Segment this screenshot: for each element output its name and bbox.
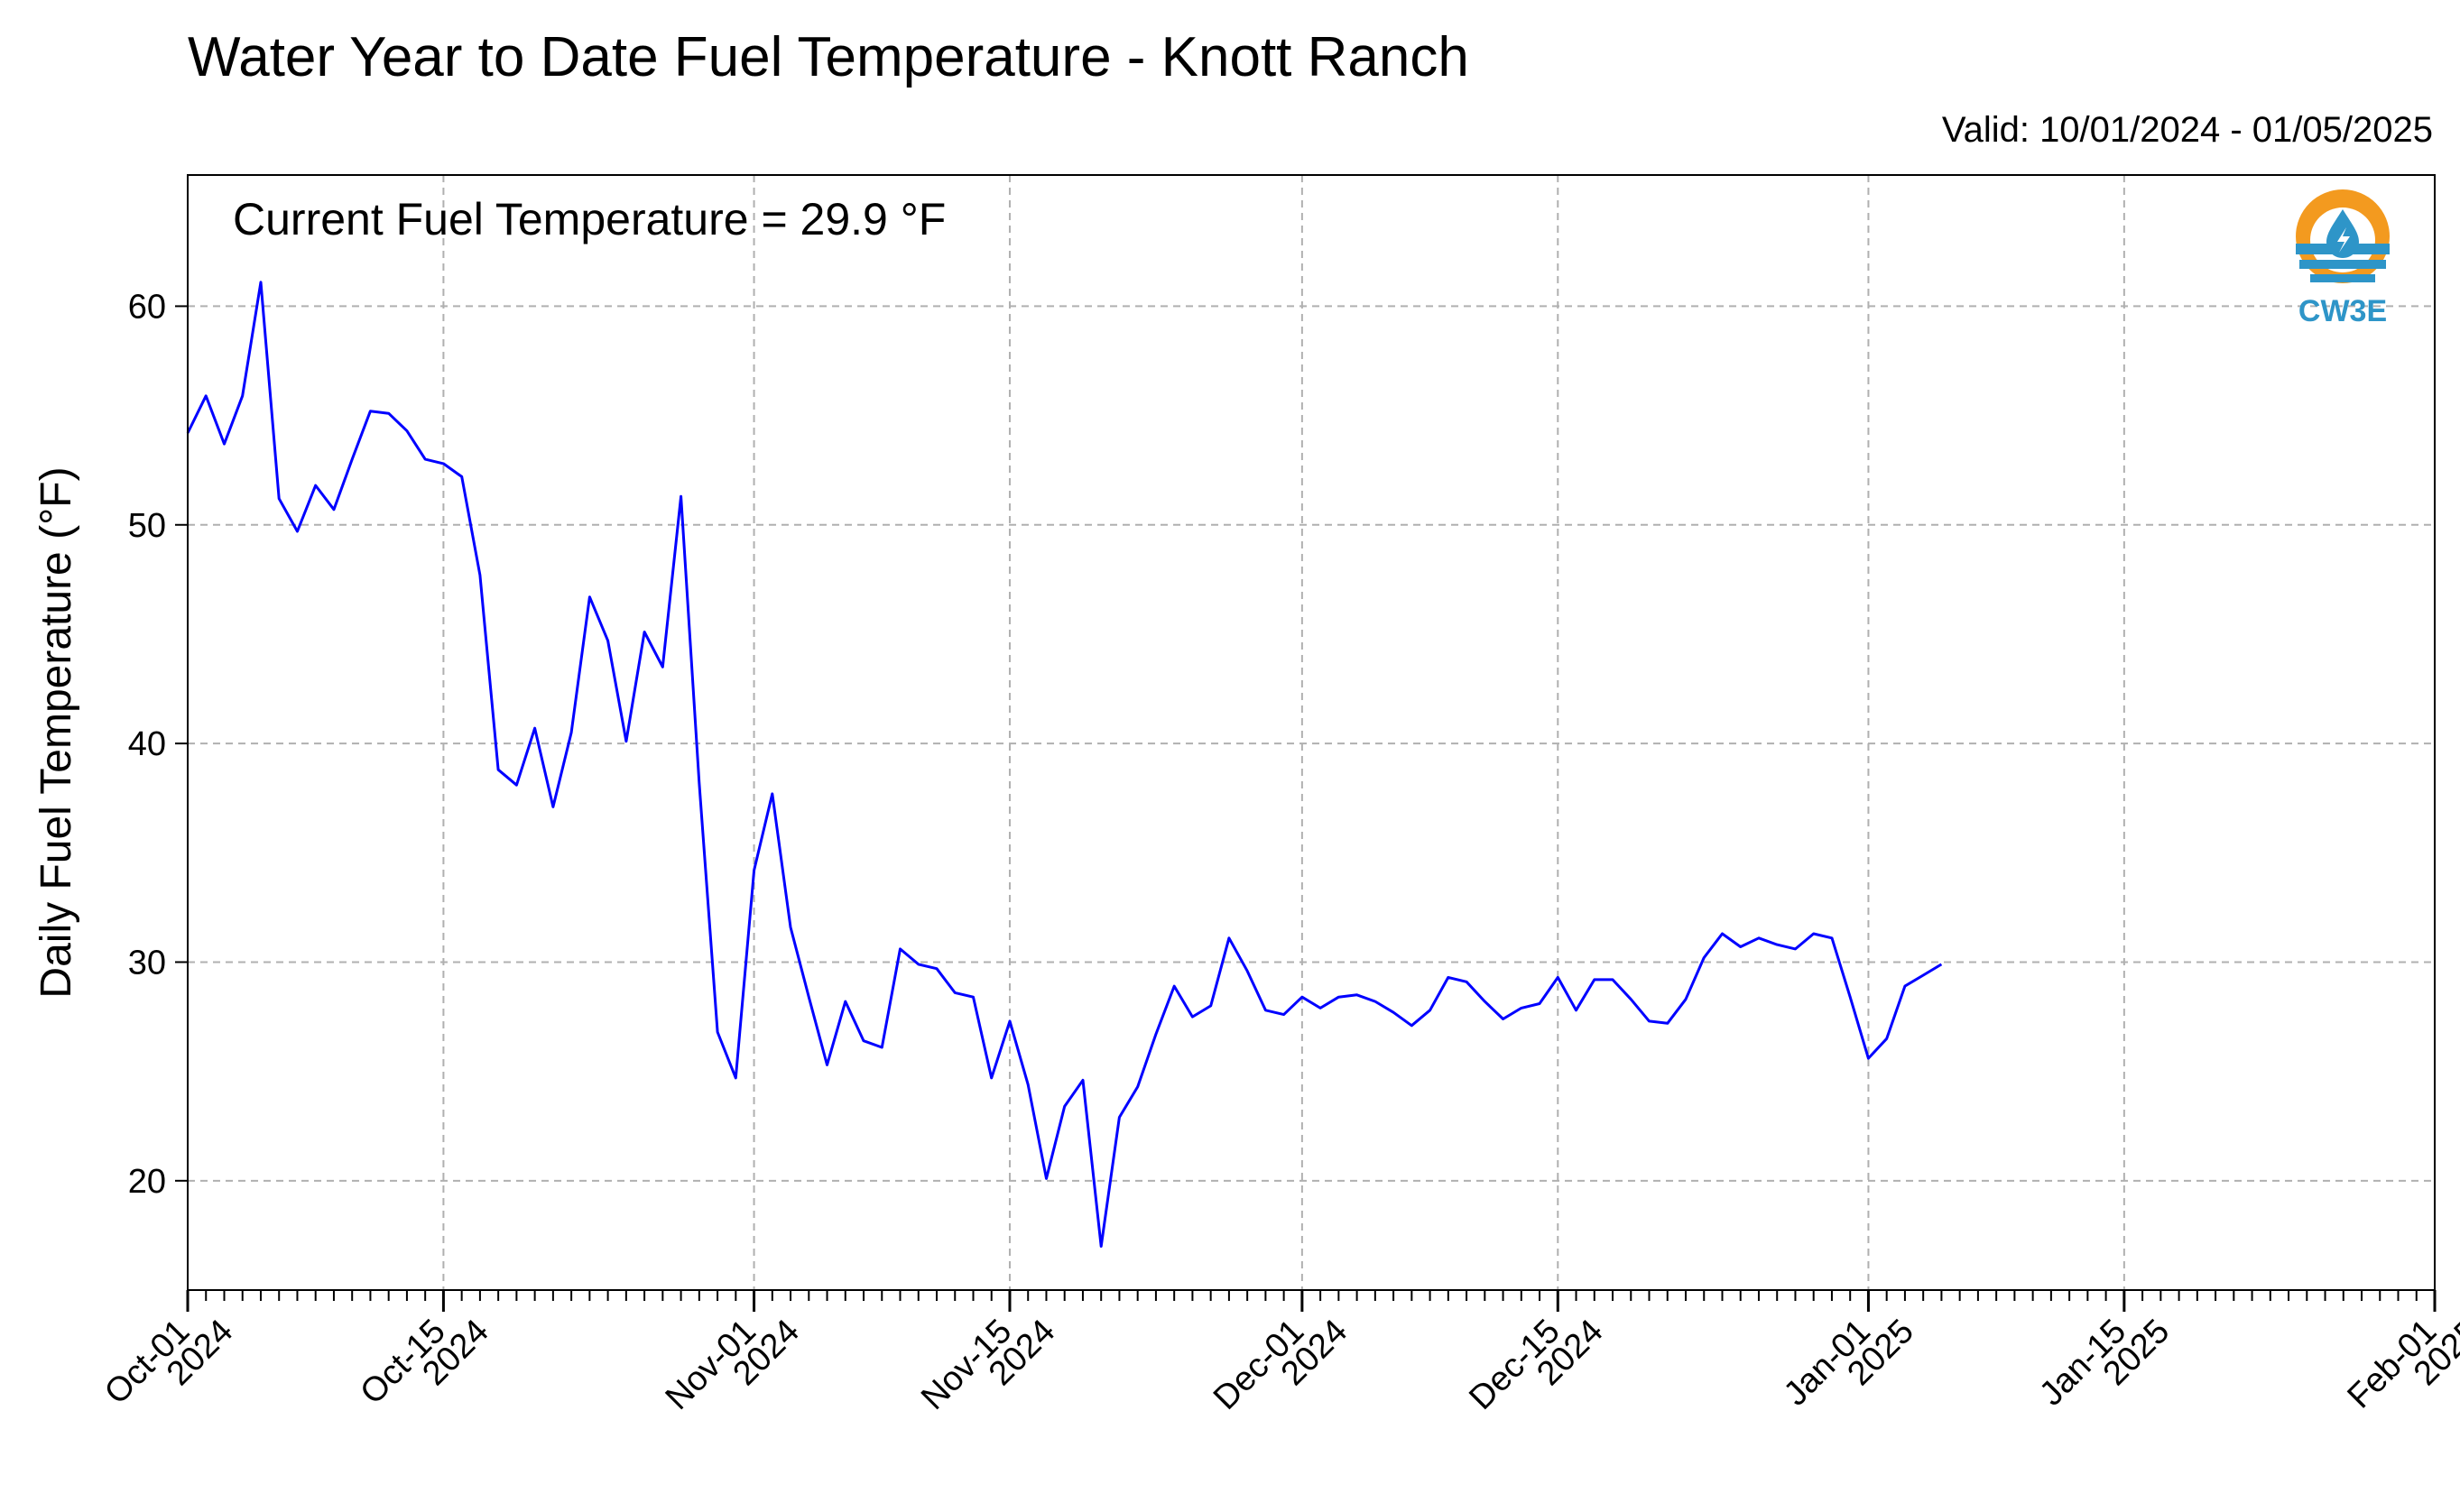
logo-text: CW3E (2298, 294, 2387, 328)
series-layer (186, 281, 1943, 1248)
grid-lines (187, 175, 2436, 1290)
y-tick-label: 40 (128, 725, 166, 763)
y-tick-label: 60 (128, 288, 166, 326)
cw3e-logo-icon (2296, 189, 2390, 283)
cw3e-logo: CW3E (2296, 189, 2390, 328)
valid-date-range: Valid: 10/01/2024 - 01/05/2025 (1941, 110, 2433, 150)
plot-frame (187, 174, 2436, 1291)
y-tick-label: 50 (128, 507, 166, 545)
y-axis-label: Daily Fuel Temperature (°F) (32, 466, 80, 998)
chart-title: Water Year to Date Fuel Temperature - Kn… (188, 26, 1469, 88)
axis-ticks (175, 305, 2437, 1312)
y-tick-label: 30 (128, 944, 166, 982)
y-tick-label: 20 (128, 1163, 166, 1201)
current-fuel-temperature: Current Fuel Temperature = 29.9 °F (233, 194, 946, 244)
fuel-temperature-line (186, 281, 1943, 1248)
